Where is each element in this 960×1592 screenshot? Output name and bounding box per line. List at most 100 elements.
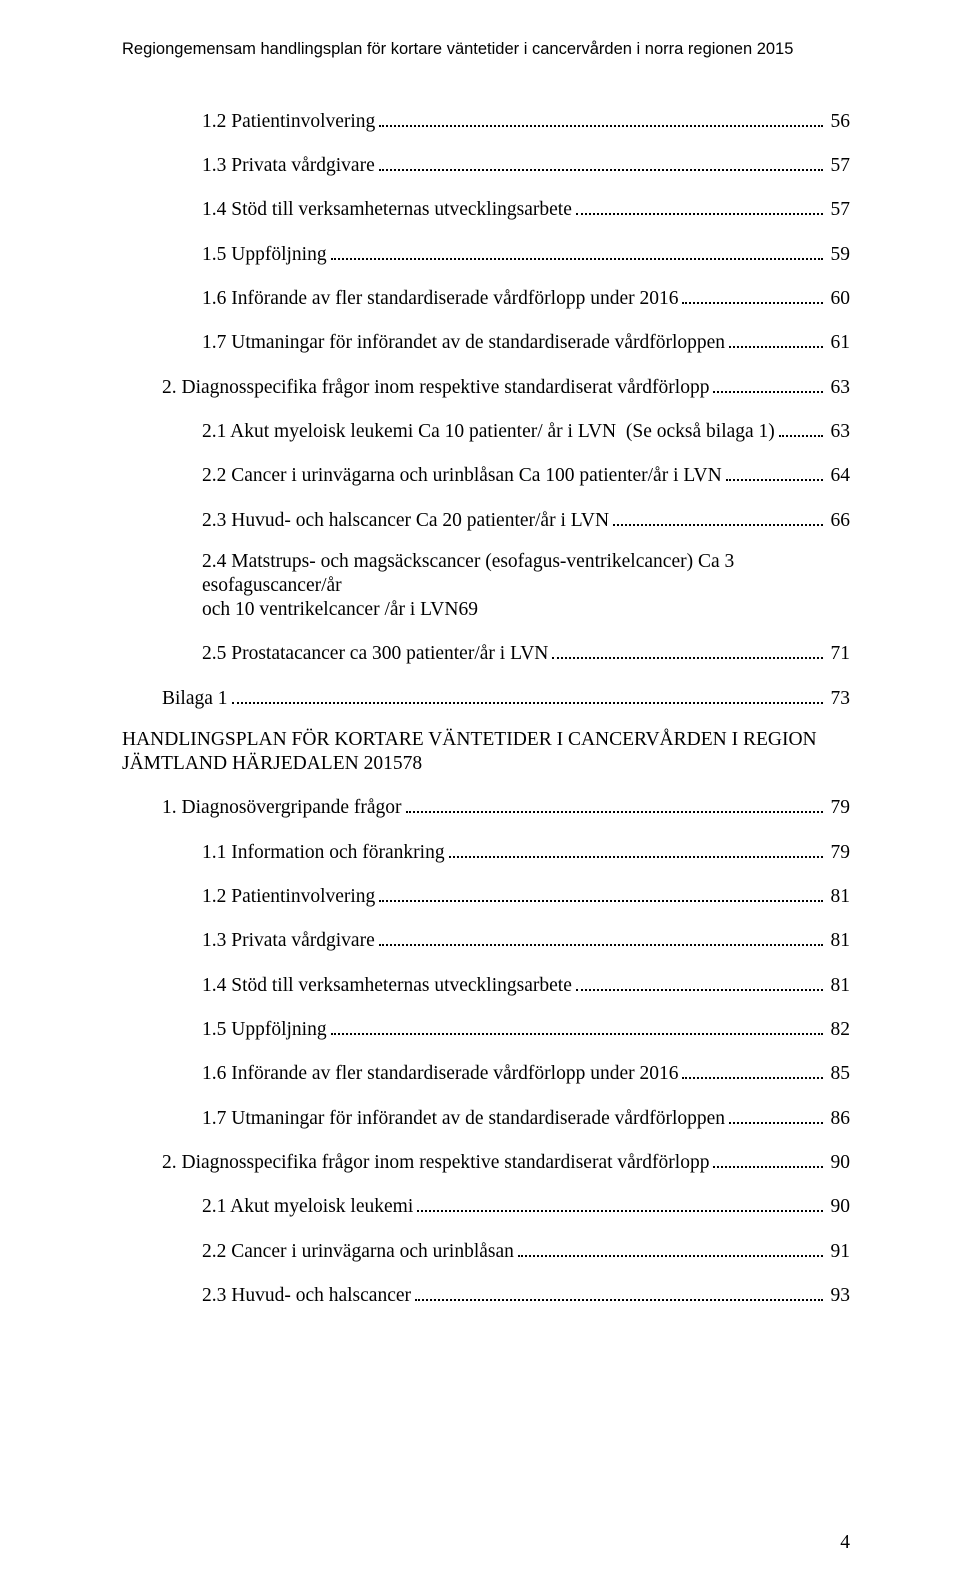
toc-page: 59 [827, 243, 851, 267]
toc-entry: HANDLINGSPLAN FÖR KORTARE VÄNTETIDER I C… [122, 728, 850, 776]
toc-entry: 1.2 Patientinvolvering56 [122, 107, 850, 133]
toc-leader [417, 1193, 822, 1213]
toc-label: 1.6 Införande av fler standardiserade vå… [202, 287, 678, 311]
toc-leader [232, 684, 823, 704]
toc-label: 1.2 Patientinvolvering [202, 885, 375, 909]
toc-page: 63 [827, 420, 851, 444]
toc-entry: 2.5 Prostatacancer ca 300 patienter/år i… [122, 640, 850, 666]
toc-label: 2.4 Matstrups- och magsäckscancer (esofa… [202, 550, 850, 598]
toc-entry: 2. Diagnosspecifika frågor inom respekti… [122, 373, 850, 399]
toc-page: 79 [827, 841, 851, 865]
toc-page: 81 [827, 974, 851, 998]
toc-entry: 2.2 Cancer i urinvägarna och urinblåsan 9… [122, 1237, 850, 1263]
toc-page: 91 [827, 1240, 851, 1264]
toc-entry: 1.5 Uppföljning 82 [122, 1015, 850, 1041]
toc-entry: Bilaga 1 73 [122, 684, 850, 710]
toc-entry: 2.1 Akut myeloisk leukemi Ca 10 patiente… [122, 417, 850, 443]
toc-label: och 10 ventrikelcancer /år i LVN [202, 598, 458, 622]
toc-page: 93 [827, 1284, 851, 1308]
toc-entry: 1.5 Uppföljning59 [122, 240, 850, 266]
toc-leader [576, 196, 823, 216]
document-page: Regiongemensam handlingsplan för kortare… [0, 0, 960, 1592]
toc-leader [379, 927, 823, 947]
toc-label: 1.6 Införande av fler standardiserade vå… [202, 1062, 678, 1086]
toc-leader [379, 883, 822, 903]
toc-page: 73 [827, 687, 851, 711]
toc-leader [379, 151, 823, 171]
toc-label: 2.2 Cancer i urinvägarna och urinblåsan [202, 1240, 514, 1264]
toc-leader [779, 417, 823, 437]
toc-page: 60 [827, 287, 851, 311]
toc-page: 86 [827, 1107, 851, 1131]
toc-entry: 1.7 Utmaningar för införandet av de stan… [122, 329, 850, 355]
toc-page: 71 [827, 642, 851, 666]
toc-entry: 2.2 Cancer i urinvägarna och urinblåsan … [122, 462, 850, 488]
toc-leader [729, 1104, 822, 1124]
toc-page: 81 [827, 885, 851, 909]
toc-label: 2.3 Huvud- och halscancer [202, 1284, 411, 1308]
toc-entry: 2.3 Huvud- och halscancer 93 [122, 1281, 850, 1307]
toc-leader [613, 506, 822, 526]
toc-label: 1.3 Privata vårdgivare [202, 154, 375, 178]
toc-label: 1.5 Uppföljning [202, 1018, 327, 1042]
toc-label: 2.2 Cancer i urinvägarna och urinblåsan … [202, 464, 722, 488]
toc-label: 2.5 Prostatacancer ca 300 patienter/år i… [202, 642, 548, 666]
toc-leader [682, 1060, 822, 1080]
toc-leader [518, 1237, 823, 1257]
toc-leader [552, 640, 822, 660]
toc-page: 57 [827, 198, 851, 222]
toc-page: 57 [827, 154, 851, 178]
toc-label: Bilaga 1 [162, 687, 228, 711]
toc-page: 81 [827, 929, 851, 953]
toc-label: 1.1 Information och förankring [202, 841, 445, 865]
toc-label: 1.7 Utmaningar för införandet av de stan… [202, 331, 725, 355]
toc-label: 2.1 Akut myeloisk leukemi [202, 1195, 413, 1219]
toc-label: 1.3 Privata vårdgivare [202, 929, 375, 953]
toc-label: JÄMTLAND HÄRJEDALEN 2015 [122, 752, 403, 776]
toc-leader [415, 1281, 822, 1301]
toc-page: 66 [827, 509, 851, 533]
toc-page: 64 [827, 464, 851, 488]
toc-leader [449, 838, 823, 858]
toc-page: 90 [827, 1151, 851, 1175]
toc-leader [331, 1015, 823, 1035]
toc-entry: 1.3 Privata vårdgivare 81 [122, 927, 850, 953]
toc-entry: 2.3 Huvud- och halscancer Ca 20 patiente… [122, 506, 850, 532]
toc-entry: 2. Diagnosspecifika frågor inom respekti… [122, 1148, 850, 1174]
toc-leader [331, 240, 823, 260]
toc-label: 1.4 Stöd till verksamheternas utveckling… [202, 198, 572, 222]
toc-entry: 1.1 Information och förankring 79 [122, 838, 850, 864]
toc-leader [576, 971, 823, 991]
toc-label: 2.3 Huvud- och halscancer Ca 20 patiente… [202, 509, 609, 533]
toc-entry: 1.6 Införande av fler standardiserade vå… [122, 1060, 850, 1086]
toc-entry: 1.2 Patientinvolvering 81 [122, 883, 850, 909]
toc-label: 1.7 Utmaningar för införandet av de stan… [202, 1107, 725, 1131]
toc-entry: 1. Diagnosövergripande frågor 79 [122, 794, 850, 820]
toc-page: 85 [827, 1062, 851, 1086]
toc-label: 2.1 Akut myeloisk leukemi Ca 10 patiente… [202, 420, 775, 444]
toc-page: 69 [458, 598, 478, 622]
toc-entry: 2.4 Matstrups- och magsäckscancer (esofa… [122, 550, 850, 621]
toc-label: 1.4 Stöd till verksamheternas utveckling… [202, 974, 572, 998]
toc-page: 79 [827, 796, 851, 820]
toc-leader [729, 329, 822, 349]
running-header: Regiongemensam handlingsplan för kortare… [122, 40, 850, 59]
toc-leader [682, 284, 822, 304]
toc-label: 1. Diagnosövergripande frågor [162, 796, 402, 820]
toc-label: 2. Diagnosspecifika frågor inom respekti… [162, 376, 709, 400]
toc-entry: 1.7 Utmaningar för införandet av de stan… [122, 1104, 850, 1130]
toc-entry: 1.6 Införande av fler standardiserade vå… [122, 284, 850, 310]
toc-entry: 1.4 Stöd till verksamheternas utveckling… [122, 971, 850, 997]
toc-leader [713, 1148, 822, 1168]
toc-leader [379, 107, 822, 127]
toc-label: 2. Diagnosspecifika frågor inom respekti… [162, 1151, 709, 1175]
page-number: 4 [840, 1532, 850, 1554]
toc-leader [726, 462, 823, 482]
toc-entry: 2.1 Akut myeloisk leukemi 90 [122, 1193, 850, 1219]
toc-leader [406, 794, 823, 814]
toc-page: 82 [827, 1018, 851, 1042]
table-of-contents: 1.2 Patientinvolvering56 1.3 Privata vård… [122, 107, 850, 1308]
toc-page: 90 [827, 1195, 851, 1219]
toc-leader [713, 373, 822, 393]
toc-page: 78 [403, 752, 423, 776]
